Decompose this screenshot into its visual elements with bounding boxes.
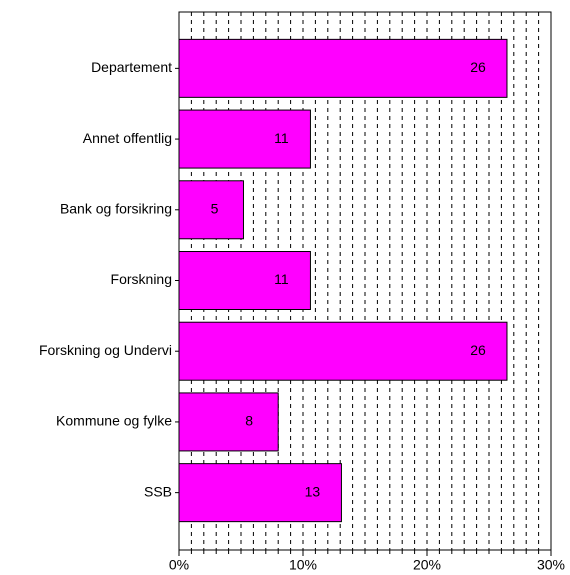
value-label: 13: [305, 483, 321, 499]
y-tick-label: Forskning: [111, 271, 172, 287]
bar: [178, 321, 508, 381]
y-tick-label: Bank og forsikring: [60, 200, 172, 216]
y-tick-label: Annet offentlig: [83, 130, 172, 146]
x-tick-label: 10%: [289, 557, 317, 573]
bar: [178, 180, 244, 240]
value-label: 26: [470, 59, 486, 75]
x-tick-label: 0%: [169, 557, 189, 573]
y-tick-label: Kommune og fylke: [56, 413, 172, 429]
y-tick-label: Departement: [91, 59, 172, 75]
bar: [178, 38, 508, 98]
value-label: 11: [274, 130, 289, 146]
value-label: 8: [245, 413, 253, 429]
value-label: 5: [211, 200, 219, 216]
bar: [178, 463, 342, 523]
y-tick-label: SSB: [144, 483, 172, 499]
y-tick-label: Forskning og Undervi: [39, 342, 172, 358]
x-tick-label: 30%: [537, 557, 565, 573]
bar: [178, 251, 311, 310]
value-label: 26: [470, 342, 486, 358]
x-tick-label: 20%: [413, 557, 441, 573]
bar: [178, 392, 279, 452]
bar: [178, 109, 311, 169]
value-label: 11: [274, 271, 289, 287]
